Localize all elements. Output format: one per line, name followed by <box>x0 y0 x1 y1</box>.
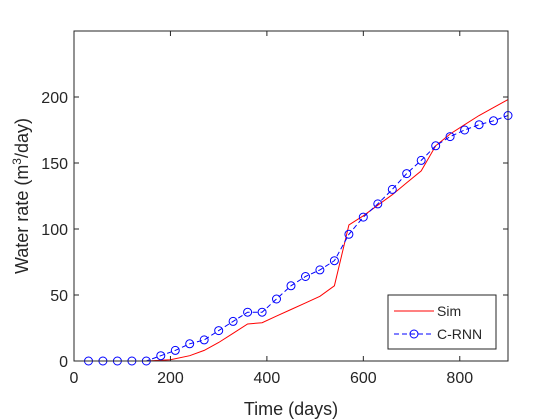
legend: Sim C-RNN <box>387 294 497 350</box>
crnn-data-point <box>431 141 441 151</box>
x-tick-label: 200 <box>157 370 184 387</box>
crnn-data-point <box>387 184 397 194</box>
legend-sim-label: Sim <box>437 303 461 319</box>
crnn-data-point <box>315 265 325 275</box>
legend-crnn-marker <box>409 329 419 339</box>
x-tick-label: 0 <box>70 370 79 387</box>
crnn-data-point <box>416 155 426 165</box>
x-tick-label: 600 <box>350 370 377 387</box>
y-axis-label: Water rate (m3/day) <box>10 118 32 274</box>
legend-box <box>387 294 497 350</box>
y-tick-label: 150 <box>41 156 68 173</box>
y-tick-label: 0 <box>59 354 68 371</box>
crnn-data-point <box>301 272 310 281</box>
ticks-layer: 0 200 400 600 800 0 50 100 150 200 <box>41 31 508 387</box>
series-sim-line <box>88 99 509 362</box>
crnn-data-point <box>402 169 412 179</box>
y-tick-label: 50 <box>50 288 68 305</box>
crnn-data-point <box>286 281 296 291</box>
y-axis-label-superscript: 3 <box>10 158 24 165</box>
crnn-data-point <box>358 212 368 222</box>
crnn-data-point <box>185 339 195 349</box>
legend-crnn-label: C-RNN <box>437 326 482 342</box>
crnn-data-point <box>228 316 238 326</box>
axes-layer <box>73 30 509 362</box>
series-crnn-line <box>88 115 509 362</box>
crnn-data-point <box>445 132 455 142</box>
crnn-data-point <box>257 307 267 317</box>
x-tick-label: 400 <box>254 370 281 387</box>
crnn-data-point <box>272 294 281 304</box>
axes-box <box>73 30 509 362</box>
crnn-data-point <box>489 116 498 126</box>
crnn-data-point <box>243 307 253 317</box>
crnn-data-point <box>170 345 180 355</box>
crnn-data-point <box>156 351 166 361</box>
crnn-data-point <box>474 120 484 130</box>
crnn-data-point <box>199 335 209 345</box>
crnn-data-point <box>373 199 383 209</box>
crnn-data-point <box>344 229 354 239</box>
y-tick-label: 100 <box>41 222 68 239</box>
y-tick-label: 200 <box>41 90 68 107</box>
y-axis-label-suffix: /day) <box>12 118 32 158</box>
x-tick-label: 800 <box>446 370 473 387</box>
crnn-data-point <box>460 125 470 135</box>
data-layer <box>84 99 513 366</box>
y-axis-label-prefix: Water rate (m <box>12 165 32 274</box>
x-axis-label: Time (days) <box>244 399 338 419</box>
crnn-data-point <box>214 326 224 336</box>
crnn-data-point <box>329 256 339 266</box>
